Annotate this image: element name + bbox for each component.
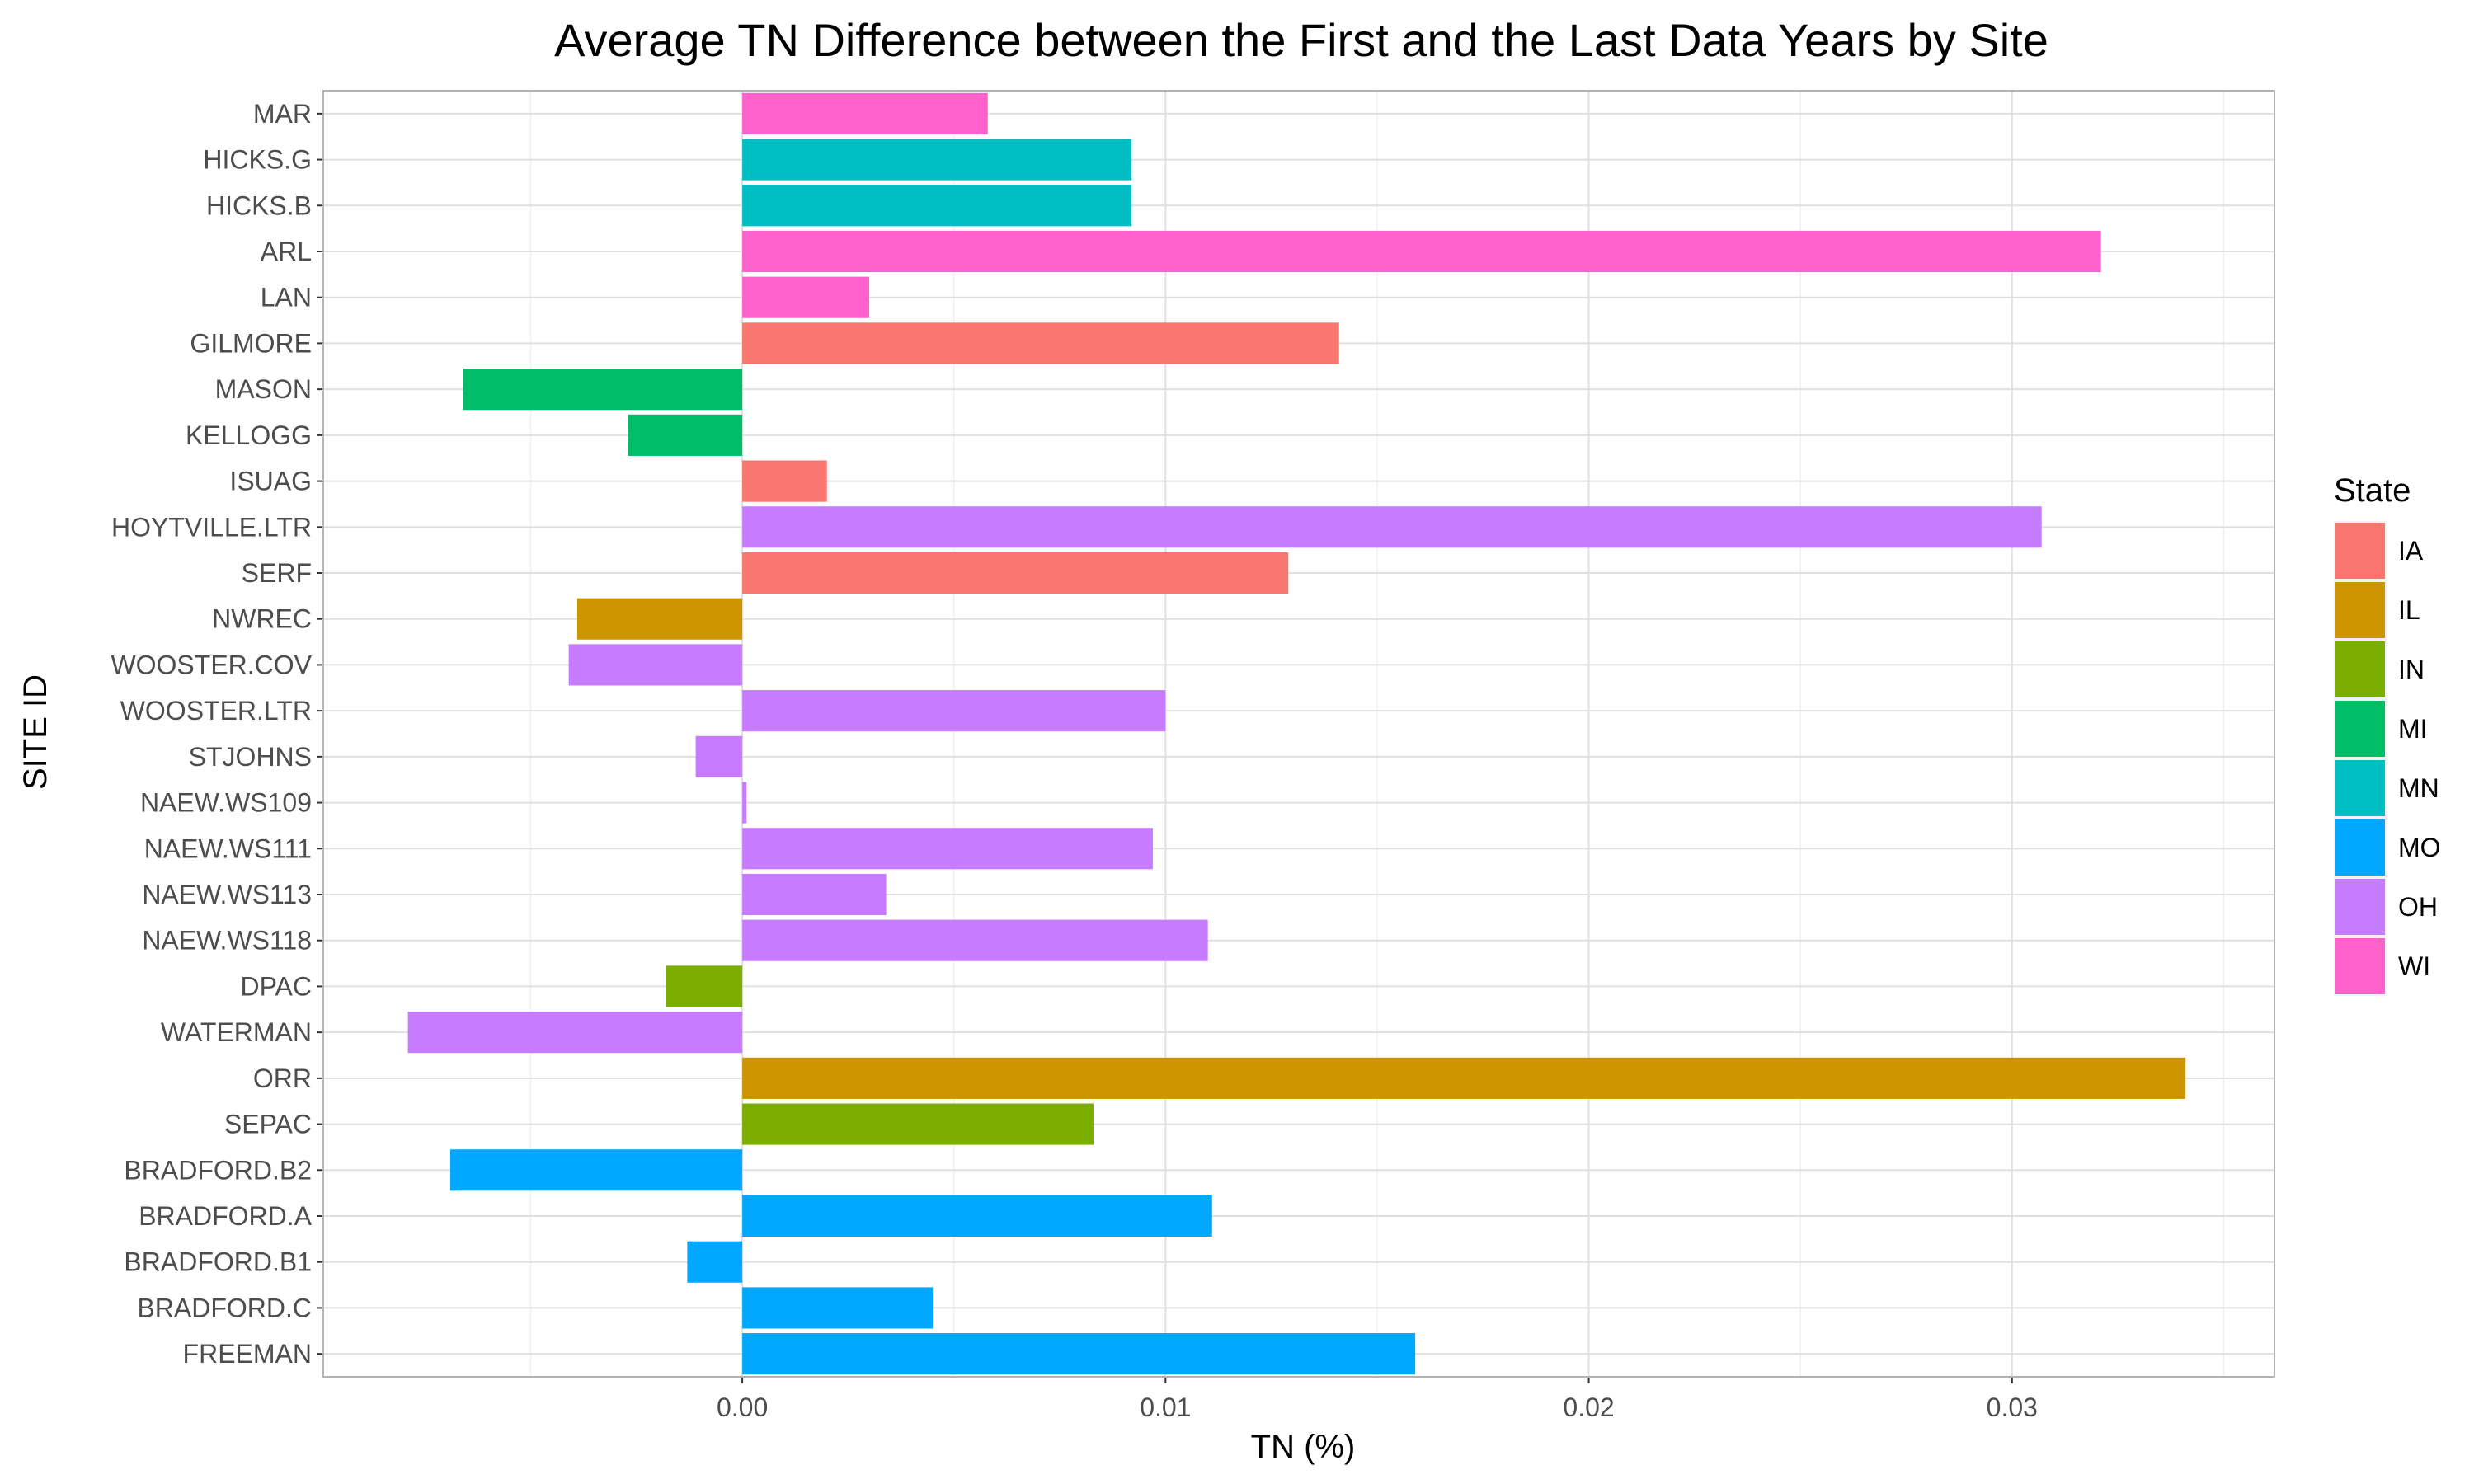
bar-mar xyxy=(742,92,988,134)
y-tick-label: ISUAG xyxy=(229,467,312,496)
bar-hicks-b xyxy=(742,185,1132,227)
legend-swatch-in xyxy=(2335,641,2385,697)
y-tick-label: WATERMAN xyxy=(161,1017,312,1047)
y-tick-label: NAEW.WS113 xyxy=(142,880,312,909)
y-tick-label: BRADFORD.C xyxy=(137,1293,312,1322)
legend-label-wi: WI xyxy=(2398,951,2430,981)
bar-serf xyxy=(742,552,1289,594)
bar-bradford-b1 xyxy=(687,1241,743,1283)
x-tick-label: 0.01 xyxy=(1140,1392,1191,1422)
bar-dpac xyxy=(666,965,743,1007)
bar-group xyxy=(407,92,2186,1375)
panel-border xyxy=(322,90,2275,1378)
y-tick-label: WOOSTER.LTR xyxy=(120,696,312,726)
y-tick-label: SERF xyxy=(242,558,312,588)
y-tick-label: WOOSTER.COV xyxy=(111,650,312,679)
y-tick-label: MAR xyxy=(253,99,312,129)
bar-waterman xyxy=(407,1012,743,1054)
bar-naew-ws109 xyxy=(742,782,747,824)
bar-orr xyxy=(742,1057,2186,1099)
bar-freeman xyxy=(742,1333,1416,1375)
y-tick-label: NAEW.WS118 xyxy=(142,926,312,956)
x-tick-label: 0.00 xyxy=(717,1392,768,1422)
x-axis-title: TN (%) xyxy=(1251,1429,1356,1465)
legend-swatch-wi xyxy=(2335,938,2385,994)
bar-wooster-ltr xyxy=(742,690,1166,732)
bar-bradford-b2 xyxy=(449,1149,743,1191)
y-tick-label: HICKS.B xyxy=(206,190,312,220)
legend-label-il: IL xyxy=(2398,595,2420,625)
bar-mason xyxy=(463,369,743,411)
legend-swatch-mo xyxy=(2335,819,2385,876)
bar-lan xyxy=(742,276,870,318)
bar-gilmore xyxy=(742,322,1339,364)
chart-title: Average TN Difference between the First … xyxy=(554,14,2048,66)
legend-swatch-oh xyxy=(2335,879,2385,935)
y-tick-label: GILMORE xyxy=(190,328,312,358)
bar-kellogg xyxy=(628,414,743,456)
legend-label-mo: MO xyxy=(2398,833,2441,862)
bar-isuag xyxy=(742,460,827,502)
legend-swatch-mi xyxy=(2335,701,2385,757)
legend-swatch-mn xyxy=(2335,760,2385,816)
y-tick-label: NAEW.WS111 xyxy=(144,834,312,863)
legend-label-mi: MI xyxy=(2398,714,2428,744)
legend: State IA IL IN MI MN MO OH WI xyxy=(2334,472,2441,996)
x-tick-label: 0.03 xyxy=(1987,1392,2038,1422)
bar-stjohns xyxy=(695,735,743,777)
y-tick-label: ARL xyxy=(261,237,312,266)
y-tick-label: HICKS.G xyxy=(203,145,312,175)
bar-bradford-c xyxy=(742,1287,934,1329)
y-axis: MAR HICKS.G HICKS.B ARL LAN GILMORE MASON KELLO… xyxy=(111,99,323,1369)
bar-naew-ws118 xyxy=(742,919,1208,961)
y-tick-label: MASON xyxy=(215,374,312,404)
bar-sepac xyxy=(742,1103,1094,1145)
y-tick-label: KELLOGG xyxy=(186,420,312,450)
bar-naew-ws113 xyxy=(742,873,887,916)
bar-hicks-g xyxy=(742,139,1132,181)
legend-label-in: IN xyxy=(2398,655,2425,684)
legend-label-mn: MN xyxy=(2398,773,2439,803)
y-tick-label: BRADFORD.B2 xyxy=(124,1155,312,1185)
y-tick-label: ORR xyxy=(253,1064,312,1093)
y-tick-label: LAN xyxy=(261,283,312,312)
bar-arl xyxy=(742,230,2101,273)
y-tick-label: NAEW.WS109 xyxy=(140,788,312,818)
bar-bradford-a xyxy=(742,1195,1212,1237)
x-axis: 0.00 0.01 0.02 0.03 xyxy=(717,1377,2038,1422)
legend-label-oh: OH xyxy=(2398,892,2438,922)
y-axis-title: SITE ID xyxy=(17,674,54,790)
bar-hoytville-ltr xyxy=(742,506,2042,548)
legend-title: State xyxy=(2334,472,2411,509)
y-tick-label: FREEMAN xyxy=(183,1339,312,1369)
y-tick-label: STJOHNS xyxy=(189,742,312,772)
x-tick-label: 0.02 xyxy=(1563,1392,1614,1422)
y-tick-label: NWREC xyxy=(212,604,312,634)
y-tick-label: BRADFORD.A xyxy=(139,1201,312,1231)
legend-swatch-il xyxy=(2335,582,2385,638)
bar-naew-ws111 xyxy=(742,828,1153,870)
y-tick-label: HOYTVILLE.LTR xyxy=(111,512,312,542)
y-tick-label: SEPAC xyxy=(224,1110,312,1139)
bar-nwrec xyxy=(576,598,743,640)
y-tick-label: BRADFORD.B1 xyxy=(124,1247,312,1277)
bar-wooster-cov xyxy=(568,644,743,686)
legend-swatch-ia xyxy=(2335,523,2385,579)
y-tick-label: DPAC xyxy=(240,971,312,1001)
legend-label-ia: IA xyxy=(2398,536,2424,566)
